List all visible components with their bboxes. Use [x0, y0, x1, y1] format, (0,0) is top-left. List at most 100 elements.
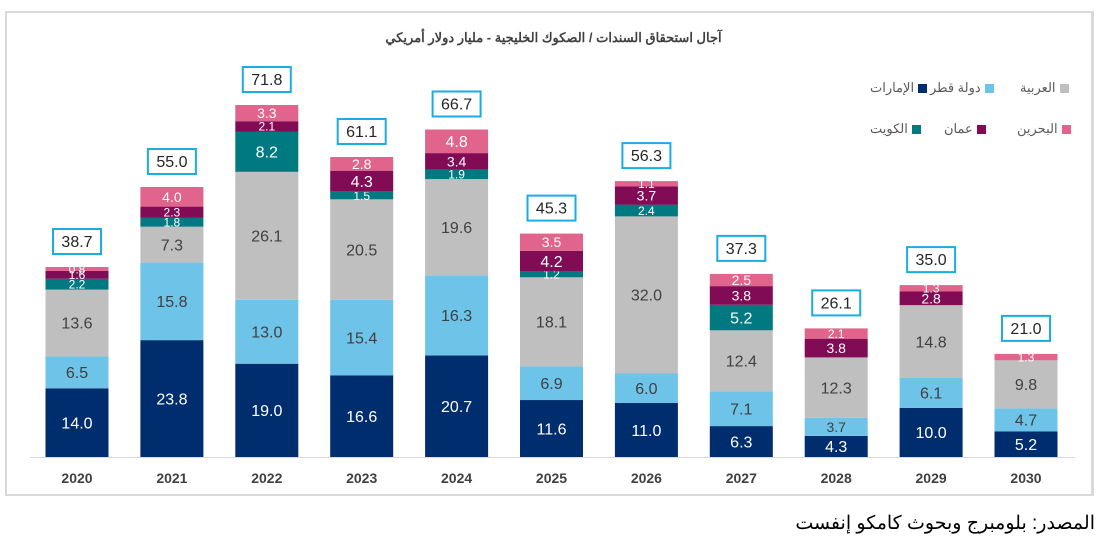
segment-value-label: 2.3 — [164, 206, 181, 220]
total-value-label: 21.0 — [1010, 321, 1041, 338]
legend-item-kuwait: الكويت — [870, 121, 921, 137]
segment-value-label: 1.1 — [638, 177, 655, 191]
segment-value-label: 1.6 — [69, 268, 86, 282]
bar-segment-2029-1 — [899, 377, 963, 408]
segment-value-label: 4.3 — [825, 439, 847, 456]
bar-segment-2030-1 — [994, 408, 1058, 432]
bar-segment-2022-4 — [235, 121, 299, 132]
legend-item-qatar: دولة قطر — [930, 80, 994, 96]
total-box-2022 — [241, 66, 292, 93]
bar-segment-2026-0 — [614, 403, 678, 457]
legend-label: دولة قطر — [930, 80, 981, 95]
bar-segment-2022-1 — [235, 299, 299, 364]
segment-value-label: 14.8 — [916, 334, 947, 351]
segment-value-label: 4.8 — [445, 134, 467, 151]
segment-value-label: 4.3 — [351, 174, 373, 191]
bar-segment-2029-4 — [899, 291, 963, 306]
segment-value-label: 7.3 — [161, 237, 183, 254]
segment-value-label: 1.8 — [164, 216, 181, 230]
segment-value-label: 6.5 — [66, 365, 88, 382]
segment-value-label: 10.0 — [916, 425, 947, 442]
segment-value-label: 4.2 — [540, 254, 562, 271]
bar-segment-2024-0 — [425, 355, 489, 457]
legend-item-oman: عمان — [944, 121, 986, 137]
segment-value-label: 3.7 — [637, 188, 657, 204]
total-value-label: 66.7 — [441, 97, 472, 114]
segment-value-label: 7.1 — [730, 401, 752, 418]
bar-segment-2030-0 — [994, 431, 1058, 457]
segment-value-label: 26.1 — [251, 229, 282, 246]
segment-value-label: 5.2 — [1015, 437, 1037, 454]
bar-segment-2029-2 — [899, 305, 963, 378]
bar-segment-2027-0 — [709, 426, 773, 457]
bar-segment-2027-3 — [709, 304, 773, 331]
bar-segment-2023-2 — [330, 199, 394, 300]
segment-value-label: 5.2 — [730, 310, 752, 327]
total-value-label: 61.1 — [346, 124, 377, 141]
segment-value-label: 4.7 — [1015, 413, 1037, 430]
total-labels: 38.7 55.0 71.8 61.1 66.7 45.3 56.3 37.3 26.1 35.0… — [52, 66, 1051, 342]
total-box-2025 — [526, 194, 577, 222]
segment-value-label: 4.0 — [162, 189, 182, 205]
bar-segment-2025-5 — [520, 233, 583, 251]
segment-value-label: 3.3 — [257, 105, 277, 121]
bar-segment-2023-1 — [330, 299, 394, 376]
total-box-2020 — [52, 228, 102, 255]
bar-segment-2026-4 — [614, 186, 678, 205]
segment-value-label: 0.8 — [69, 262, 86, 276]
bar-segment-2024-1 — [425, 275, 489, 356]
bar-segment-2029-0 — [899, 407, 963, 457]
total-value-label: 56.3 — [631, 148, 662, 165]
segment-value-label: 3.7 — [826, 419, 846, 435]
segment-value-label: 2.5 — [732, 272, 752, 288]
chart-title: آجال استحقاق السندات / الصكوك الخليجية -… — [385, 30, 722, 45]
legend-swatch — [911, 124, 921, 134]
bar-segment-2022-0 — [235, 363, 299, 457]
bar-segment-2023-3 — [330, 191, 394, 200]
total-box-2030 — [1001, 314, 1051, 342]
total-box-2026 — [621, 142, 672, 170]
total-value-label: 38.7 — [61, 234, 92, 251]
bar-segment-2024-2 — [425, 179, 489, 276]
bar-segment-2026-3 — [614, 204, 678, 217]
bar-segment-2022-5 — [235, 105, 299, 122]
x-tick-label: 2028 — [821, 470, 852, 486]
bar-segment-2028-0 — [804, 435, 868, 457]
x-tick-label: 2030 — [1010, 470, 1041, 486]
bar-segment-2023-5 — [330, 157, 394, 171]
bar-segment-2025-2 — [520, 277, 583, 367]
bar-segment-2028-2 — [804, 357, 868, 418]
bar-segment-2026-2 — [614, 216, 678, 374]
bar-segment-2020-2 — [45, 289, 109, 357]
bars-group: 14.0 6.5 13.6 2.21.60.8 23.8 15.8 7.3 1.82.34.0… — [45, 105, 1058, 457]
bar-segment-2020-4 — [45, 270, 109, 279]
total-box-2024 — [431, 90, 482, 118]
segment-value-label: 2.1 — [828, 327, 845, 341]
bar-segment-2026-5 — [614, 181, 678, 187]
bar-segment-2028-1 — [804, 417, 868, 436]
legend-swatch — [976, 124, 986, 134]
legend-swatch — [1059, 83, 1069, 93]
segment-value-label: 20.5 — [346, 242, 377, 259]
segment-value-label: 8.2 — [256, 144, 278, 161]
bar-segment-2027-4 — [709, 286, 773, 305]
segment-value-label: 13.6 — [61, 316, 92, 333]
x-tick-labels: 2020 2021 2022 2023 2024 2025 2026 2027 2028 2029… — [61, 470, 1041, 486]
x-tick-label: 2021 — [156, 470, 187, 486]
bar-segment-2025-3 — [520, 271, 583, 278]
segment-value-label: 13.0 — [251, 325, 282, 342]
bar-segment-2020-5 — [45, 267, 109, 271]
source-note: المصدر: بلومبرج وبحوث كامكو إنفست — [795, 513, 1095, 534]
segment-value-label: 1.5 — [353, 189, 370, 203]
bar-segment-2029-5 — [899, 285, 963, 292]
x-tick-label: 2022 — [251, 470, 282, 486]
legend-label: البحرين — [1017, 121, 1058, 136]
bar-segment-2028-5 — [804, 328, 868, 339]
total-value-label: 35.0 — [916, 252, 947, 269]
legend-label: الكويت — [870, 121, 908, 136]
bar-segment-2026-1 — [614, 373, 678, 403]
segment-value-label: 6.9 — [540, 376, 562, 393]
x-tick-label: 2020 — [61, 470, 92, 486]
segment-value-label: 18.1 — [536, 315, 567, 332]
